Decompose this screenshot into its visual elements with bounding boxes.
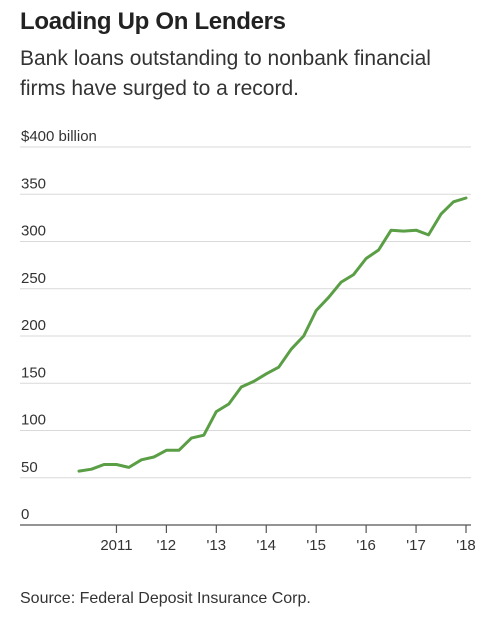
x-tick-label: '13 — [207, 537, 227, 554]
x-tick-label: '16 — [356, 537, 376, 554]
y-tick-label: 50 — [21, 459, 38, 476]
x-axis: 2011 '12 '13 '14 '15 '16 '17 '18 — [20, 524, 476, 554]
y-tick-label: $400 billion — [21, 128, 97, 145]
y-tick-label: 100 — [21, 412, 46, 429]
y-tick-label: 250 — [21, 270, 46, 287]
x-tick-label: '14 — [256, 537, 276, 554]
y-axis-labels: $400 billion 350 300 250 200 150 100 50 0 — [21, 128, 97, 523]
y-tick-label: 0 — [21, 506, 29, 523]
series — [77, 196, 468, 473]
series-line — [77, 196, 468, 473]
chart-title: Loading Up On Lenders — [20, 8, 286, 35]
x-tick-label: '15 — [306, 537, 326, 554]
x-tick-label: 2011 — [100, 537, 132, 554]
chart-subtitle: Bank loans outstanding to nonbank financ… — [20, 47, 431, 100]
y-tick-label: 150 — [21, 364, 46, 381]
y-tick-label: 300 — [21, 223, 46, 240]
source-note: Source: Federal Deposit Insurance Corp. — [20, 590, 311, 607]
x-tick-label: '17 — [406, 537, 426, 554]
y-tick-label: 350 — [21, 175, 46, 192]
gridlines — [20, 146, 471, 479]
x-tick-label: '18 — [456, 537, 476, 554]
y-tick-label: 200 — [21, 317, 46, 334]
x-tick-label: '12 — [157, 537, 177, 554]
